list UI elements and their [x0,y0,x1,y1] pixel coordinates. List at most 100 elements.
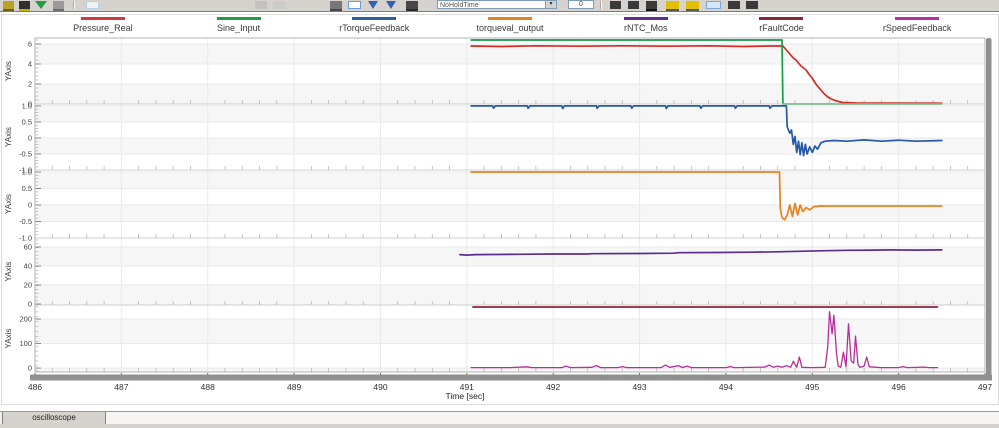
toolbar-button-fragment-3[interactable] [35,1,47,9]
oscilloscope-chart[interactable]: 6420YAxis1.00.50-0.5-1.0YAxis1.00.50-0.5… [0,12,999,404]
toolbar-button-fragment-9[interactable] [348,1,361,9]
toolbar-button-fragment-8[interactable] [330,1,342,11]
axis-text: 0 [28,133,32,142]
v-scrollbar[interactable] [986,38,992,378]
axis-text: 6 [28,40,32,49]
axis-text: YAxis [4,329,13,349]
legend-item[interactable]: torqueval_output [442,15,578,37]
axis-text: 2 [28,80,32,89]
toolbar-button-fragment-15[interactable] [646,1,657,11]
legend-label: rFaultCode [759,23,804,33]
grid-band [35,285,985,305]
trace-torqueval_output [470,171,943,221]
axis-text: 489 [287,382,301,392]
axis-text: 4 [28,60,32,69]
axis-text: 495 [805,382,819,392]
window-bottom-edge [0,424,999,428]
legend-item[interactable]: rFaultCode [714,15,850,37]
toolbar-button-fragment-4[interactable] [53,1,64,11]
axis-text: 490 [373,382,387,392]
axis-text: 487 [114,382,128,392]
toolbar-button-fragment-19[interactable] [728,1,740,9]
toolbar-button-fragment-2[interactable] [19,1,30,11]
axis-text: YAxis [4,61,13,81]
legend-swatch [623,17,668,20]
axis-text: 496 [892,382,906,392]
axis-text: 494 [719,382,733,392]
axis-text: 20 [24,281,32,290]
axis-text: 0.5 [22,117,32,126]
toolbar-combobox[interactable]: NoHoldTime ▾ [437,0,557,9]
legend-item[interactable]: Pressure_Real [35,15,171,37]
toolbar-separator [600,1,602,9]
toolbar-button-fragment-1[interactable] [3,1,14,11]
toolbar-button-fragment-13[interactable] [610,1,621,9]
axis-text: 0 [28,200,32,209]
legend-swatch [352,17,397,20]
axis-text: YAxis [4,127,13,147]
axis-text: 492 [546,382,560,392]
axis-text: 200 [19,314,32,323]
h-scrollbar[interactable] [30,374,992,381]
axis-text: 40 [24,262,32,271]
toolbar-button-fragment-6[interactable] [255,1,267,9]
toolbar-button-fragment-5[interactable] [86,1,99,9]
axis-text: 0 [28,100,32,109]
axis-text: -0.5 [19,149,32,158]
trace-rNTC_Mos [459,249,943,256]
axis-text: 486 [28,382,42,392]
legend-item[interactable]: rTorqueFeedback [306,15,442,37]
trace-Pressure_Real [470,44,943,105]
axis-text: 1.0 [22,101,32,110]
grid-band [35,84,985,104]
trace-rTorqueFeedback [470,105,943,157]
legend-item[interactable]: rSpeedFeedback [849,15,985,37]
axis-text: -1.0 [19,166,32,175]
axis-text: -1.0 [19,234,32,243]
grid-band [35,44,985,64]
chevron-down-icon[interactable]: ▾ [545,1,556,8]
legend-item[interactable]: Sine_Input [171,15,307,37]
legend-swatch [216,17,261,20]
legend-label: Sine_Input [217,23,261,33]
axis-text: 0 [28,364,32,373]
axis-text: -0.5 [19,217,32,226]
legend-label: rSpeedFeedback [882,23,952,33]
grid-band [35,105,985,122]
grid-band [35,318,985,344]
axis-text: 60 [24,243,32,252]
toolbar-button-fragment-17[interactable] [686,1,699,11]
toolbar-button-fragment-16[interactable] [666,1,679,11]
axis-text: Time [sec] [446,391,485,401]
grid-band [35,368,985,372]
legend-label: torqueval_output [476,23,544,33]
legend-swatch [488,17,533,20]
axis-text: 0.5 [22,184,32,193]
oscilloscope-view[interactable]: Pressure_Real Sine_Input rTorqueFeedback to… [0,12,999,405]
axis-text: 497 [978,382,992,392]
grid-band [35,204,985,222]
toolbar-button-fragment-12[interactable] [406,1,418,11]
axis-text: 491 [460,382,474,392]
toolbar-button-fragment-14[interactable] [628,1,639,9]
axis-text: YAxis [4,262,13,282]
toolbar-button-fragment-18-selected[interactable] [706,1,721,9]
legend: Pressure_Real Sine_Input rTorqueFeedback to… [35,15,985,37]
tab-oscilloscope-label: oscilloscope [32,413,76,422]
toolbar: NoHoldTime ▾ 0 [0,0,999,12]
legend-label: Pressure_Real [73,23,133,33]
axis-text: 488 [201,382,215,392]
toolbar-button-fragment-10[interactable] [368,1,378,9]
toolbar-button-fragment-7[interactable] [273,1,285,9]
axis-text: 0 [28,300,32,309]
legend-item[interactable]: rNTC_Mos [578,15,714,37]
toolbar-combobox-value: NoHoldTime [440,2,479,9]
grid-band [35,171,985,189]
toolbar-button-fragment-20[interactable] [746,1,758,9]
toolbar-separator [73,1,75,9]
toolbar-button-fragment-11[interactable] [386,1,396,9]
legend-swatch [80,17,125,20]
legend-label: rTorqueFeedback [339,23,410,33]
toolbar-spinbox[interactable]: 0 [568,0,594,9]
